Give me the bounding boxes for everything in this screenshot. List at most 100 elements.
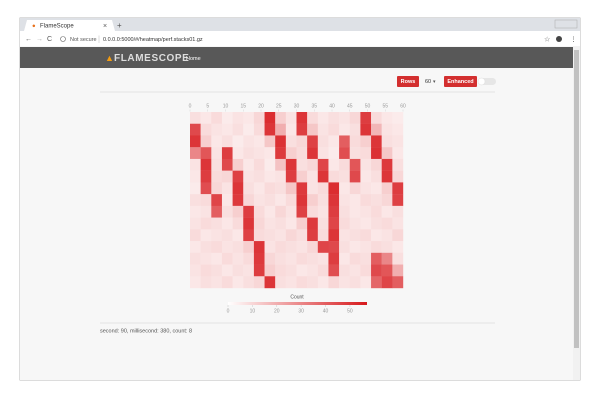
heatmap-cell: [339, 194, 350, 207]
heatmap-cell: [307, 182, 318, 195]
x-tick-label: 20: [258, 103, 264, 109]
heatmap-cell: [190, 276, 201, 289]
heatmap-cell: [190, 135, 201, 148]
heatmap-cell: [243, 252, 255, 265]
window-controls[interactable]: [554, 19, 578, 29]
tab[interactable]: [24, 20, 115, 31]
heatmap-cell: [328, 112, 340, 124]
heatmap-cell: [200, 147, 212, 160]
heatmap-cell: [275, 217, 287, 230]
reload[interactable]: C: [47, 36, 52, 43]
heatmap-cell: [296, 112, 308, 124]
heatmap-cell: [253, 170, 265, 183]
heatmap-cell: [253, 252, 265, 265]
forward[interactable]: →: [36, 36, 43, 43]
heatmap-cell: [275, 182, 287, 195]
heatmap-cell: [392, 112, 404, 124]
heatmap-cell: [360, 158, 372, 171]
heatmap-cell: [381, 170, 393, 183]
heatmap-cell: [200, 170, 212, 183]
info-icon[interactable]: [60, 36, 66, 42]
heatmap-cell: [349, 229, 361, 242]
url[interactable]: 0.0.0.0:5000/#/heatmap/perf.stacks01.gz: [103, 37, 203, 43]
scroll-thumb[interactable]: [574, 50, 579, 348]
heatmap-cell: [253, 182, 265, 195]
heatmap-cell: [381, 182, 393, 195]
heatmap-cell: [243, 112, 255, 124]
brand[interactable]: FLAMESCOPE: [114, 53, 189, 64]
extension[interactable]: [556, 36, 562, 42]
rows-value[interactable]: 60: [425, 79, 431, 85]
tab-icon: ●: [32, 24, 36, 30]
heatmap-cell: [200, 123, 212, 136]
legend-tick-label: 20: [274, 308, 280, 314]
x-tick-label: 30: [294, 103, 300, 109]
heatmap-cell: [349, 147, 361, 160]
heatmap-cell: [285, 276, 297, 289]
rows-label: Rows: [401, 79, 416, 85]
heatmap-cell: [285, 112, 297, 124]
heatmap-cell: [275, 135, 287, 148]
heatmap-cell: [307, 205, 318, 218]
new-tab[interactable]: +: [117, 21, 122, 30]
heatmap-cell: [190, 241, 201, 253]
nav-link[interactable]: Home: [186, 56, 201, 62]
x-tick-label: 5: [206, 103, 209, 109]
heatmap-cell: [232, 205, 244, 218]
heatmap-cell: [349, 112, 361, 124]
heatmap-cell: [264, 123, 276, 136]
heatmap-cell: [264, 252, 276, 265]
heatmap-cell: [339, 229, 350, 242]
tab-close[interactable]: ×: [103, 23, 107, 30]
heatmap-cell: [339, 158, 350, 171]
heatmap-cell: [307, 229, 318, 242]
heatmap-cell: [328, 158, 340, 171]
heatmap-cell: [296, 135, 308, 148]
tab-title: FlameScope: [40, 24, 74, 30]
heatmap-cell: [392, 135, 404, 148]
heatmap-cell: [190, 123, 201, 136]
heatmap-cell: [349, 170, 361, 183]
star[interactable]: ☆: [544, 35, 550, 43]
heatmap-cell: [360, 135, 372, 148]
heatmap-cell: [275, 147, 287, 160]
heatmap-cell: [371, 170, 382, 183]
heatmap-cell: [307, 135, 318, 148]
heatmap-cell: [243, 276, 255, 289]
heatmap[interactable]: 0 5 10 15 20 25 30 35 40 45 50 55 60: [189, 103, 406, 289]
heatmap-cell: [275, 252, 287, 265]
heatmap-cell: [200, 112, 212, 124]
heatmap-cell: [285, 217, 297, 230]
heatmap-cell: [285, 170, 297, 183]
heatmap-cell: [243, 241, 255, 253]
heatmap-cell: [296, 217, 308, 230]
heatmap-cell: [339, 135, 350, 148]
heatmap-cell: [190, 229, 201, 242]
heatmap-cell: [296, 170, 308, 183]
heatmap-cell: [349, 158, 361, 171]
heatmap-cell: [307, 158, 318, 171]
heatmap-cell: [339, 217, 350, 230]
rows-button[interactable]: [397, 76, 419, 87]
heatmap-cell: [190, 170, 201, 183]
heatmap-cell: [296, 194, 308, 207]
heatmap-cell: [253, 194, 265, 207]
heatmap-cell: [200, 217, 212, 230]
heatmap-cell: [328, 264, 340, 277]
heatmap-cell: [221, 182, 233, 195]
heatmap-cell: [275, 241, 287, 253]
menu[interactable]: ⋮: [570, 36, 577, 43]
back[interactable]: ←: [25, 36, 32, 43]
enhanced-button[interactable]: [444, 76, 477, 87]
heatmap-cell: [232, 241, 244, 253]
heatmap-cell: [253, 217, 265, 230]
heatmap-cell: [232, 158, 244, 171]
heatmap-cell: [349, 135, 361, 148]
heatmap-cell: [317, 182, 329, 195]
status: second: 90, millisecond: 380, count: 8: [100, 328, 192, 334]
heatmap-cell: [339, 147, 350, 160]
dropdown-arrow[interactable]: ▾: [433, 79, 436, 85]
heatmap-cell: [190, 147, 201, 160]
heatmap-cell: [190, 194, 201, 207]
heatmap-cell: [253, 229, 265, 242]
